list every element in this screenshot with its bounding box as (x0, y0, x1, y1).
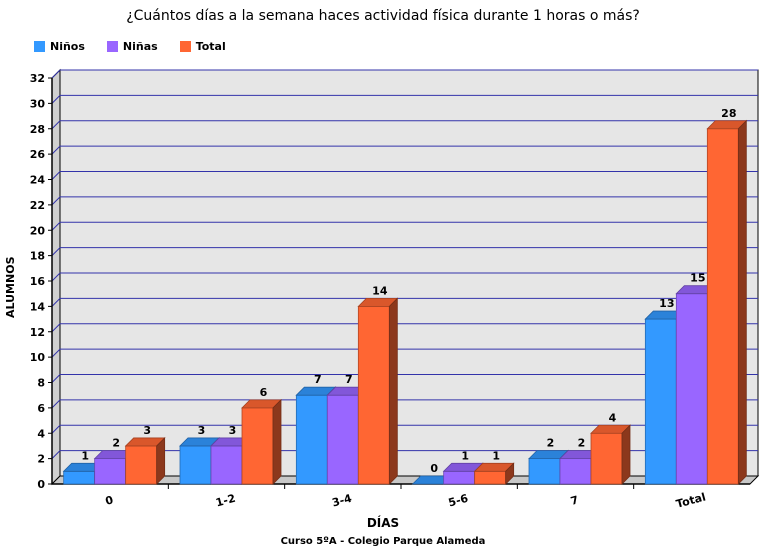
bar-side (621, 424, 631, 485)
y-tick-label: 2 (37, 453, 45, 466)
bar-side (505, 462, 515, 485)
data-label: 2 (578, 437, 586, 450)
data-label: 2 (112, 437, 120, 450)
x-tick-label: 1-2 (214, 492, 237, 510)
y-tick-label: 30 (30, 97, 46, 110)
y-tick-label: 18 (30, 250, 45, 263)
legend-item-ninos: Niños (34, 40, 85, 53)
data-label: 14 (372, 284, 388, 297)
bar (443, 470, 476, 485)
legend-swatch-total (179, 41, 191, 52)
bar-side (272, 398, 282, 485)
x-tick-label: 3-4 (331, 492, 354, 510)
gridline-diagonal (51, 272, 61, 282)
x-axis-label: DÍAS (366, 516, 400, 530)
legend-swatch-ninos (34, 41, 45, 52)
bar (474, 470, 507, 485)
chart-title: ¿Cuántos días a la semana haces activida… (126, 8, 640, 24)
bar (644, 318, 677, 485)
gridline-diagonal (51, 171, 61, 180)
bar (63, 470, 96, 485)
bar (241, 407, 274, 485)
y-tick-label: 26 (30, 148, 46, 161)
gridline-diagonal (51, 348, 61, 358)
data-label: 2 (547, 437, 555, 450)
bar-side (737, 119, 747, 485)
bar (326, 394, 359, 485)
x-tick-label: 7 (569, 493, 580, 508)
y-tick-label: 22 (30, 199, 45, 212)
bar-side (156, 436, 166, 485)
bar (125, 445, 158, 485)
y-tick-label: 0 (37, 478, 45, 491)
gridline-diagonal (51, 69, 61, 79)
data-label: 28 (721, 107, 736, 120)
bar (210, 445, 243, 485)
y-tick-label: 16 (30, 275, 46, 288)
bar (295, 394, 328, 485)
gridline-diagonal (51, 95, 61, 104)
legend: Niños Niñas Total (34, 40, 226, 53)
gridline-diagonal (51, 298, 61, 307)
chart-subtitle: Curso 5ºA - Colegio Parque Alameda (280, 536, 486, 547)
legend-item-total: Total (179, 40, 226, 53)
gridline-diagonal (51, 450, 61, 459)
gridline-diagonal (51, 247, 61, 256)
data-label: 15 (690, 272, 705, 285)
data-label: 0 (430, 462, 438, 475)
x-tick-label: 0 (104, 493, 115, 508)
bar (559, 458, 592, 485)
legend-item-ninas: Niñas (106, 40, 158, 53)
gridline-diagonal (51, 221, 61, 231)
y-tick-label: 10 (30, 351, 46, 364)
y-tick-label: 24 (30, 174, 46, 187)
legend-label-ninos: Niños (50, 40, 85, 53)
data-label: 3 (229, 424, 237, 437)
y-tick-label: 20 (30, 224, 46, 237)
data-label: 1 (492, 449, 500, 462)
x-tick-label: Total (675, 490, 707, 510)
data-label: 7 (345, 373, 353, 386)
bar (179, 445, 212, 485)
y-tick-label: 28 (30, 123, 45, 136)
y-tick-label: 4 (37, 427, 45, 440)
data-label: 4 (609, 411, 617, 424)
gridline-diagonal (51, 120, 61, 130)
data-label: 3 (143, 424, 151, 437)
y-tick-label: 6 (37, 402, 45, 415)
data-label: 3 (198, 424, 206, 437)
bar (706, 128, 739, 485)
gridline-diagonal (51, 374, 61, 383)
bar-side (388, 297, 398, 485)
data-label: 6 (260, 386, 268, 399)
y-tick-label: 12 (30, 326, 45, 339)
data-label: 1 (461, 449, 469, 462)
bar (590, 432, 623, 485)
x-tick-label: 5-6 (447, 492, 470, 510)
gridline-diagonal (51, 399, 61, 409)
bar (675, 293, 708, 485)
legend-swatch-ninas (106, 41, 118, 52)
gridline-diagonal (51, 196, 61, 206)
legend-label-total: Total (195, 40, 226, 53)
bar (94, 458, 127, 485)
gridline-diagonal (51, 424, 61, 434)
y-tick-label: 32 (30, 72, 45, 85)
y-tick-label: 8 (37, 377, 45, 390)
bar (357, 305, 390, 485)
data-label: 1 (81, 449, 89, 462)
data-label: 13 (659, 297, 674, 310)
y-tick-label: 14 (30, 300, 46, 313)
gridline-diagonal (51, 323, 61, 333)
legend-label-ninas: Niñas (122, 40, 158, 53)
data-label: 7 (314, 373, 322, 386)
gridline-diagonal (51, 145, 61, 155)
bar (528, 458, 561, 485)
